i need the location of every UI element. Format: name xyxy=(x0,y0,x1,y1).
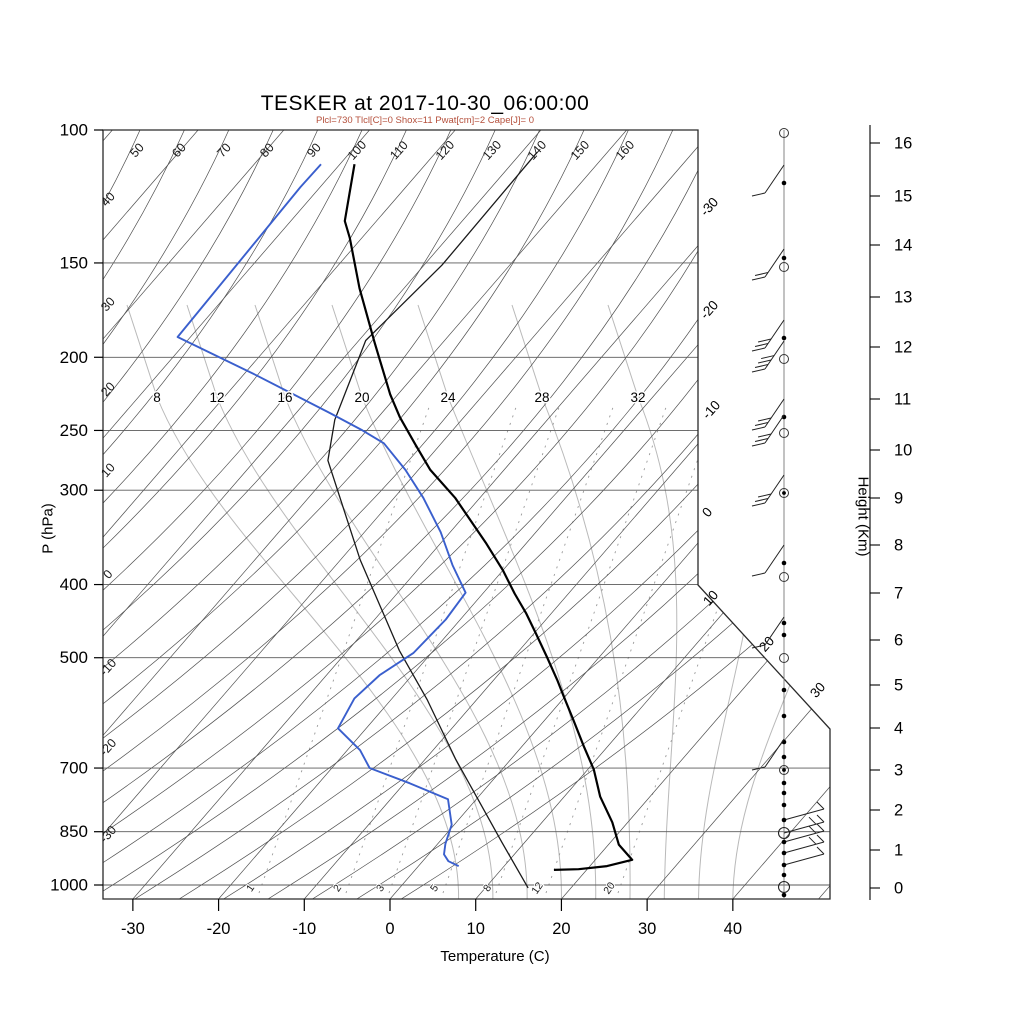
svg-text:0: 0 xyxy=(699,504,715,520)
svg-text:60: 60 xyxy=(169,140,189,160)
svg-text:10: 10 xyxy=(700,587,721,608)
svg-text:12: 12 xyxy=(209,390,224,405)
svg-text:8: 8 xyxy=(153,390,161,405)
svg-text:-10: -10 xyxy=(699,397,723,422)
svg-text:13: 13 xyxy=(894,289,912,307)
svg-text:700: 700 xyxy=(60,759,88,778)
svg-text:12: 12 xyxy=(529,880,546,897)
svg-text:32: 32 xyxy=(630,390,645,405)
svg-text:3: 3 xyxy=(894,762,903,780)
wind-barb-column xyxy=(751,128,825,898)
svg-text:20: 20 xyxy=(756,633,777,654)
sounding-parameters-line: Plcl=730 Tlcl[C]=0 Shox=11 Pwat[cm]=2 Ca… xyxy=(315,115,534,126)
svg-text:28: 28 xyxy=(534,390,549,405)
dewpoint-curve xyxy=(176,163,467,867)
profile-curves xyxy=(176,151,634,889)
svg-text:0: 0 xyxy=(894,880,903,898)
svg-text:-10: -10 xyxy=(97,656,120,679)
svg-text:-20: -20 xyxy=(697,297,721,322)
svg-text:8: 8 xyxy=(894,537,903,555)
svg-text:15: 15 xyxy=(894,188,912,206)
svg-text:4: 4 xyxy=(894,720,903,738)
svg-text:-20: -20 xyxy=(97,736,120,759)
chart-title: TESKER at 2017-10-30_06:00:00 xyxy=(260,92,590,115)
svg-text:-10: -10 xyxy=(292,920,316,938)
svg-text:150: 150 xyxy=(568,138,592,163)
svg-text:70: 70 xyxy=(214,140,234,160)
svg-text:400: 400 xyxy=(60,575,88,594)
svg-text:200: 200 xyxy=(60,348,88,367)
svg-text:5: 5 xyxy=(428,882,441,894)
svg-text:30: 30 xyxy=(638,920,656,938)
svg-text:5: 5 xyxy=(894,677,903,695)
temperature-axis: -30 -20 -10 0 10 20 30 40 xyxy=(121,899,742,938)
svg-text:40: 40 xyxy=(724,920,742,938)
svg-text:1: 1 xyxy=(244,882,257,894)
svg-text:1000: 1000 xyxy=(50,876,88,895)
temperature-curve xyxy=(343,164,634,871)
svg-text:10: 10 xyxy=(98,460,118,480)
svg-text:24: 24 xyxy=(440,390,456,405)
svg-text:10: 10 xyxy=(467,920,485,938)
svg-text:100: 100 xyxy=(60,121,88,140)
svg-text:2: 2 xyxy=(894,802,903,820)
svg-text:20: 20 xyxy=(354,390,369,405)
svg-text:2: 2 xyxy=(331,882,344,894)
svg-text:30: 30 xyxy=(807,679,828,700)
svg-text:500: 500 xyxy=(60,648,88,667)
svg-text:-20: -20 xyxy=(207,920,231,938)
moist-adiabats xyxy=(126,304,830,899)
svg-text:130: 130 xyxy=(480,138,504,163)
svg-text:16: 16 xyxy=(894,135,912,153)
svg-text:16: 16 xyxy=(277,390,292,405)
svg-text:-30: -30 xyxy=(97,823,120,846)
svg-text:20: 20 xyxy=(601,880,618,897)
svg-text:30: 30 xyxy=(98,294,118,314)
plot-frame xyxy=(102,129,831,900)
svg-text:110: 110 xyxy=(387,138,411,162)
svg-text:10: 10 xyxy=(894,442,912,460)
parcel-curve xyxy=(327,151,538,889)
svg-text:140: 140 xyxy=(525,138,549,163)
pressure-axis: 100 150 200 250 300 400 500 700 850 1000 xyxy=(50,121,103,895)
svg-text:0: 0 xyxy=(385,920,394,938)
svg-text:9: 9 xyxy=(894,490,903,508)
svg-text:6: 6 xyxy=(894,632,903,650)
svg-text:300: 300 xyxy=(60,481,88,500)
svg-text:20: 20 xyxy=(98,379,118,399)
x-axis-label: Temperature (C) xyxy=(440,948,550,965)
svg-text:-30: -30 xyxy=(121,920,145,938)
svg-text:90: 90 xyxy=(304,140,324,160)
grid-labels: 50 60 70 80 90 100 110 120 130 140 150 160403020100… xyxy=(97,138,828,898)
svg-text:11: 11 xyxy=(894,391,911,409)
svg-text:20: 20 xyxy=(552,920,570,938)
svg-text:120: 120 xyxy=(433,138,457,163)
svg-text:150: 150 xyxy=(60,253,88,272)
svg-text:-30: -30 xyxy=(697,194,721,219)
svg-text:50: 50 xyxy=(127,140,147,160)
svg-text:850: 850 xyxy=(60,822,88,841)
svg-text:7: 7 xyxy=(894,585,903,603)
svg-text:14: 14 xyxy=(894,237,912,255)
svg-text:250: 250 xyxy=(60,421,88,440)
pressure-gridlines xyxy=(103,130,830,886)
svg-text:1: 1 xyxy=(894,842,903,860)
svg-text:12: 12 xyxy=(894,339,912,357)
svg-text:40: 40 xyxy=(98,189,118,209)
